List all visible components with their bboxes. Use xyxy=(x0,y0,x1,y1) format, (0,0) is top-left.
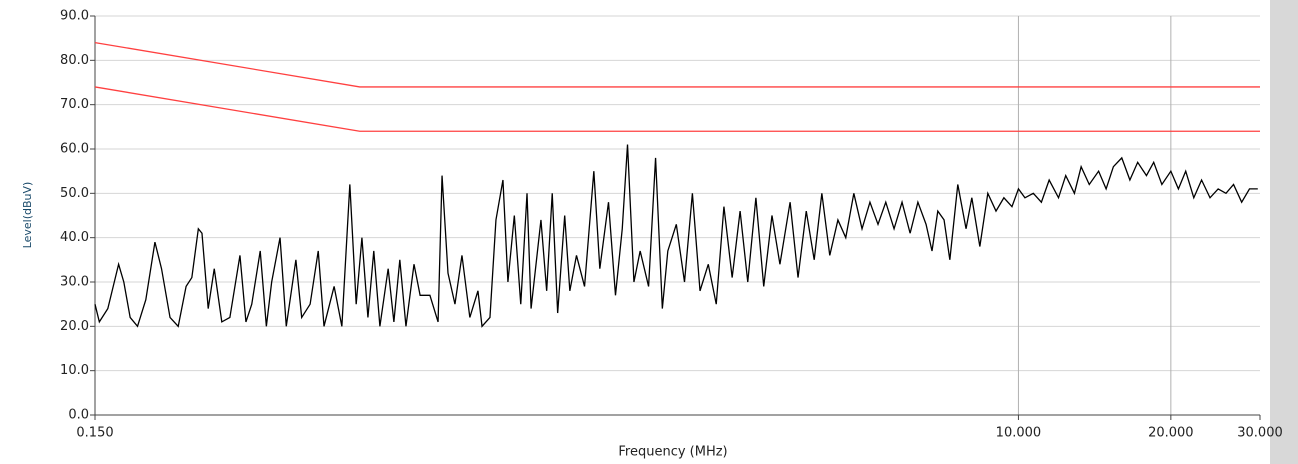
y-tick-label: 90.0 xyxy=(60,9,89,24)
series-line xyxy=(94,86,1260,132)
y-tick-label: 20.0 xyxy=(60,319,89,334)
series-line xyxy=(94,144,1258,328)
y-tick-label: 50.0 xyxy=(60,186,89,201)
x-tick-label: 0.150 xyxy=(76,426,113,441)
y-tick-label: 80.0 xyxy=(60,53,89,68)
y-tick-label: 30.0 xyxy=(60,275,89,290)
series-line xyxy=(94,41,1260,88)
x-tick-label: 10.000 xyxy=(996,426,1042,441)
side-strip xyxy=(1270,0,1298,464)
y-tick-label: 40.0 xyxy=(60,230,89,245)
y-tick-label: 70.0 xyxy=(60,97,89,112)
y-tick-label: 60.0 xyxy=(60,142,89,157)
y-tick-label: 0.0 xyxy=(68,408,89,423)
y-axis-title: Level(dBuV) xyxy=(21,182,34,249)
x-tick-label: 20.000 xyxy=(1148,426,1194,441)
x-axis-title: Frequency (MHz) xyxy=(618,445,727,460)
y-tick-label: 10.0 xyxy=(60,363,89,378)
x-tick-label: 30.000 xyxy=(1237,426,1283,441)
